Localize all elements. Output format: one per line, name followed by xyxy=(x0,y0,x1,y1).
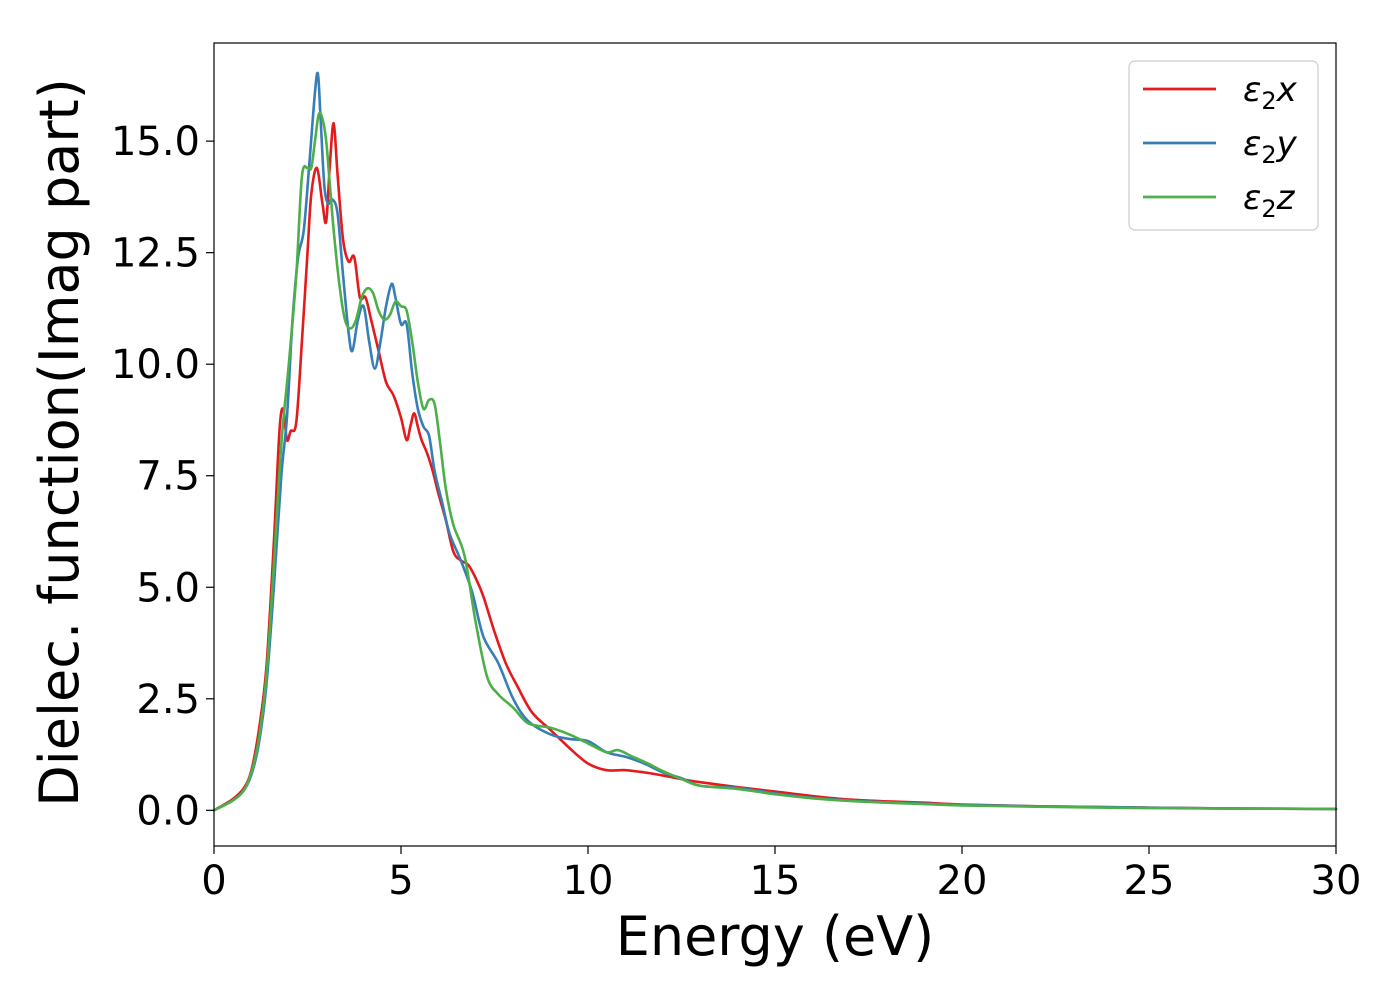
x-tick-label: 15 xyxy=(750,858,801,904)
x-tick-label: 30 xyxy=(1311,858,1362,904)
legend-label-y: ε2y xyxy=(1243,124,1298,169)
x-axis-title: Energy (eV) xyxy=(616,905,935,968)
legend: ε2x ε2y ε2z xyxy=(1128,60,1319,231)
y-tick-label: 10.0 xyxy=(111,342,200,388)
y-axis-title: Dielec. function(Imag part) xyxy=(28,78,91,807)
y-tick-label: 2.5 xyxy=(136,677,200,723)
legend-label-x: ε2x xyxy=(1243,70,1298,115)
y-tick-label: 7.5 xyxy=(136,454,200,500)
x-tick-label: 25 xyxy=(1124,858,1175,904)
series-line-x xyxy=(212,121,1338,812)
y-axis-ticks: 0.0 2.5 5.0 7.5 10.0 12.5 15.0 xyxy=(111,119,214,834)
series-layer xyxy=(212,71,1338,812)
legend-label-z: ε2z xyxy=(1243,178,1296,223)
x-tick-label: 5 xyxy=(388,858,413,904)
series-line-z xyxy=(212,111,1338,812)
x-tick-label: 10 xyxy=(563,858,614,904)
y-tick-label: 12.5 xyxy=(111,231,200,277)
legend-box xyxy=(1128,60,1319,231)
x-tick-label: 0 xyxy=(201,858,226,904)
y-tick-label: 0.0 xyxy=(136,788,200,834)
x-axis-ticks: 0 5 10 15 20 25 30 xyxy=(201,846,1361,904)
x-tick-label: 20 xyxy=(937,858,988,904)
y-tick-label: 15.0 xyxy=(111,119,200,165)
y-tick-label: 5.0 xyxy=(136,565,200,611)
